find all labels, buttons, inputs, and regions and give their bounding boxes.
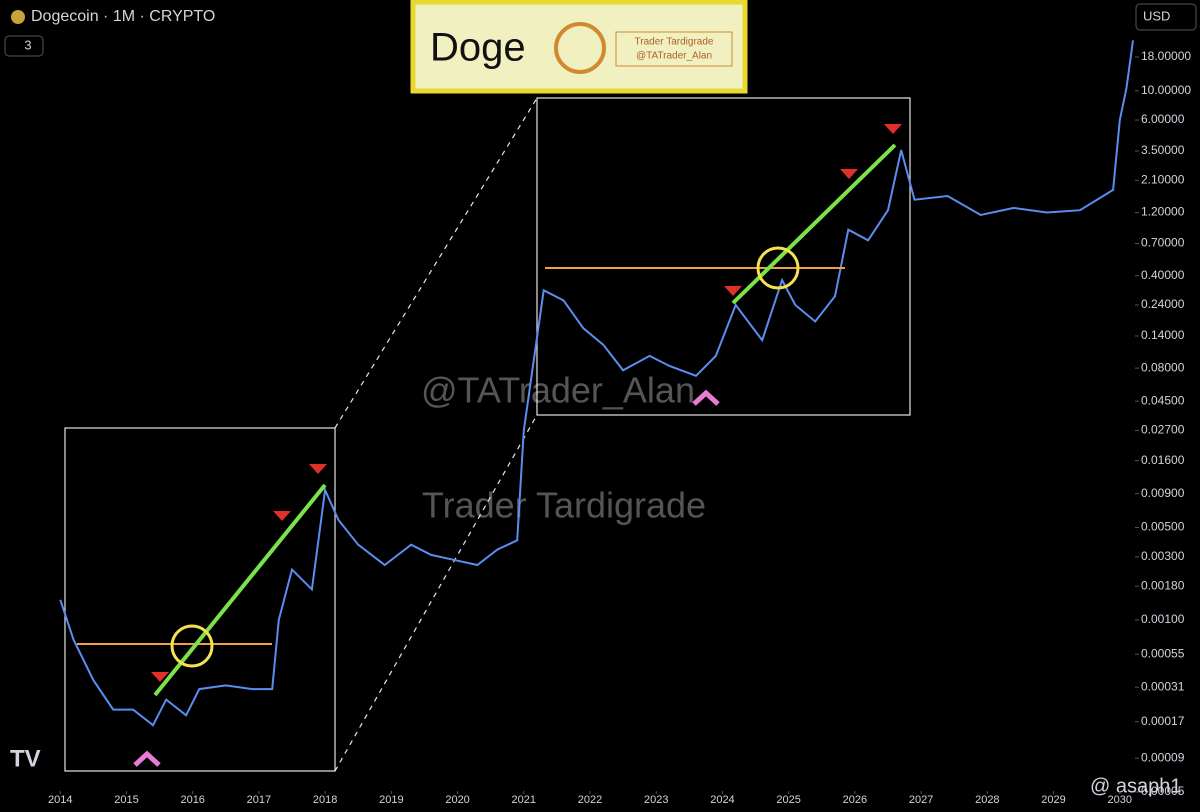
trend-line bbox=[153, 483, 327, 697]
y-tick-label: 0.00900 bbox=[1141, 486, 1185, 500]
logo-icon bbox=[554, 22, 606, 74]
connector bbox=[334, 97, 538, 429]
y-tick-label: 0.14000 bbox=[1141, 328, 1185, 342]
triangle bbox=[840, 169, 858, 179]
bottom-marker bbox=[692, 389, 720, 406]
overlays bbox=[77, 124, 902, 767]
triangle bbox=[309, 464, 327, 474]
y-tick-label: 0.00180 bbox=[1141, 578, 1185, 592]
triangle bbox=[724, 286, 742, 296]
y-tick-label: 1.20000 bbox=[1141, 205, 1185, 219]
x-tick-label: 2020 bbox=[445, 794, 469, 806]
y-tick-label: 6.00000 bbox=[1141, 112, 1185, 126]
currency-box bbox=[1135, 3, 1197, 31]
x-tick-label: 2028 bbox=[975, 794, 999, 806]
x-tick-label: 2023 bbox=[644, 794, 668, 806]
highlight-circle bbox=[756, 246, 800, 290]
x-tick-label: 2030 bbox=[1108, 794, 1132, 806]
y-tick-label: 0.00500 bbox=[1141, 520, 1185, 534]
trend-line bbox=[731, 143, 897, 305]
x-tick-label: 2026 bbox=[843, 794, 867, 806]
currency: USD bbox=[1143, 8, 1170, 23]
logo-tag bbox=[615, 31, 733, 67]
y-tick-label: 2.10000 bbox=[1141, 173, 1185, 187]
triangle bbox=[151, 672, 169, 682]
y-tick-label: 0.70000 bbox=[1141, 236, 1185, 250]
y-tick-label: 0.00005 bbox=[1141, 784, 1185, 798]
y-tick-label: 0.24000 bbox=[1141, 297, 1185, 311]
x-tick-label: 2017 bbox=[247, 794, 271, 806]
badge: 3 bbox=[24, 37, 31, 52]
connector bbox=[334, 414, 538, 772]
y-tick-label: 10.00000 bbox=[1141, 83, 1191, 97]
logo-title: Doge bbox=[430, 26, 526, 70]
x-tick-label: 2022 bbox=[578, 794, 602, 806]
data-layer bbox=[59, 40, 1134, 727]
tv-logo: TV bbox=[10, 745, 41, 772]
y-tick-label: 0.40000 bbox=[1141, 268, 1185, 282]
y-tick-label: 0.08000 bbox=[1141, 360, 1185, 374]
x-tick-label: 2025 bbox=[776, 794, 800, 806]
credit: @ asaph1 bbox=[1090, 775, 1181, 797]
x-tick-label: 2014 bbox=[48, 794, 72, 806]
y-tick-label: 0.02700 bbox=[1141, 423, 1185, 437]
chart-title: Dogecoin · 1M · CRYPTO bbox=[31, 8, 215, 25]
x-tick-label: 2019 bbox=[379, 794, 403, 806]
top-markers bbox=[151, 124, 902, 682]
x-tick-label: 2027 bbox=[909, 794, 933, 806]
bottom-marker bbox=[133, 750, 161, 767]
x-tick-label: 2018 bbox=[313, 794, 337, 806]
y-tick-label: 18.00000 bbox=[1141, 49, 1191, 63]
y-tick-label: 0.00100 bbox=[1141, 612, 1185, 626]
x-tick-label: 2024 bbox=[710, 794, 734, 806]
y-tick-label: 0.01600 bbox=[1141, 453, 1185, 467]
x-tick-label: 2021 bbox=[512, 794, 536, 806]
badge-box bbox=[4, 35, 44, 57]
logo-box bbox=[410, 0, 748, 94]
highlight-circle bbox=[170, 624, 214, 668]
triangle bbox=[884, 124, 902, 134]
watermark: @TATrader_Alan bbox=[421, 370, 695, 411]
y-tick-label: 0.00009 bbox=[1141, 750, 1185, 764]
y-tick-label: 0.04500 bbox=[1141, 393, 1185, 407]
watermark: Trader Tardigrade bbox=[422, 485, 706, 526]
triangle bbox=[273, 511, 291, 521]
y-tick-label: 0.00017 bbox=[1141, 714, 1185, 728]
price-line bbox=[59, 40, 1134, 727]
coin-icon bbox=[11, 10, 25, 24]
y-tick-label: 3.50000 bbox=[1141, 143, 1185, 157]
x-tick-label: 2016 bbox=[180, 794, 204, 806]
logo-handle: @TATrader_Alan bbox=[636, 51, 712, 62]
y-tick-label: 0.00300 bbox=[1141, 549, 1185, 563]
logo-author: Trader Tardigrade bbox=[635, 37, 714, 48]
zoom-box bbox=[64, 427, 336, 772]
x-tick-label: 2029 bbox=[1041, 794, 1065, 806]
y-tick-label: 0.00031 bbox=[1141, 679, 1185, 693]
zoom-box bbox=[536, 97, 911, 416]
y-tick-label: 0.00055 bbox=[1141, 646, 1185, 660]
annotations bbox=[64, 97, 911, 772]
x-tick-label: 2015 bbox=[114, 794, 138, 806]
